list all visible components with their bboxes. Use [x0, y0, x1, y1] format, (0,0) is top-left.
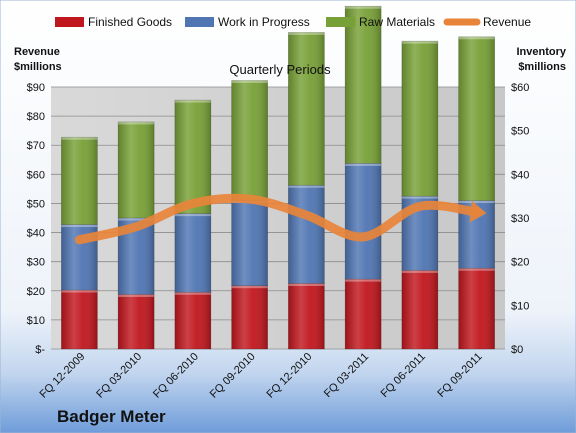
- legend-label-work-in-progress: Work in Progress: [218, 15, 310, 29]
- bar-raw-materials-fq-03-2011-shading: [345, 6, 382, 164]
- legend: Finished Goods Work in Progress Raw Mate…: [55, 15, 531, 29]
- bar-finished-goods-fq-03-2010-top-highlight: [118, 294, 155, 297]
- left-tick-label: $10: [27, 315, 45, 327]
- left-tick-label: $30: [27, 257, 45, 269]
- bar-work-in-progress-fq-03-2011-shading: [345, 163, 382, 280]
- company-name: Badger Meter: [57, 407, 166, 426]
- bar-finished-goods-fq-06-2010-top-highlight: [174, 292, 211, 295]
- bar-raw-materials-fq-12-2009-shading: [61, 137, 98, 225]
- bar-finished-goods-fq-12-2009-shading: [61, 290, 98, 349]
- legend-label-raw-materials: Raw Materials: [359, 15, 435, 29]
- bar-finished-goods-fq-06-2011-shading: [401, 270, 438, 349]
- bar-work-in-progress-fq-03-2010-top-highlight: [118, 218, 155, 221]
- left-tick-label: $90: [27, 82, 45, 94]
- bar-raw-materials-fq-06-2010-shading: [174, 100, 211, 214]
- bar-work-in-progress-fq-06-2011-top-highlight: [401, 196, 438, 199]
- bars-layer: [61, 5, 495, 350]
- bar-finished-goods-fq-12-2009-top-highlight: [61, 290, 98, 293]
- bar-finished-goods-fq-03-2011-shading: [345, 279, 382, 349]
- bar-work-in-progress-fq-12-2010-shading: [288, 185, 325, 284]
- bar-finished-goods-fq-03-2011-top-highlight: [345, 279, 382, 282]
- legend-label-revenue: Revenue: [483, 15, 531, 29]
- left-tick-label: $40: [27, 228, 45, 240]
- bar-raw-materials-fq-12-2009-top-highlight: [61, 137, 98, 140]
- bar-work-in-progress-fq-09-2011-top-highlight: [458, 200, 495, 204]
- bar-raw-materials-fq-09-2010-shading: [231, 80, 268, 201]
- right-tick-label: $30: [511, 213, 529, 225]
- bar-work-in-progress-fq-12-2009-top-highlight: [61, 224, 98, 228]
- right-tick-label: $50: [511, 126, 529, 138]
- bar-finished-goods-fq-12-2010-shading: [288, 283, 325, 349]
- bar-raw-materials-fq-09-2010-top-highlight: [231, 80, 268, 83]
- right-tick-label: $10: [511, 300, 529, 312]
- bar-raw-materials-fq-06-2011-top-highlight: [401, 41, 438, 44]
- bar-finished-goods-fq-09-2011-top-highlight: [458, 268, 495, 271]
- bar-raw-materials-fq-09-2011-shading: [458, 36, 495, 201]
- bar-work-in-progress-fq-12-2010-top-highlight: [288, 185, 325, 188]
- legend-label-finished-goods: Finished Goods: [88, 15, 172, 29]
- legend-swatch-raw-materials: [326, 17, 355, 27]
- bar-raw-materials-fq-06-2011-shading: [401, 41, 438, 197]
- right-tick-label: $60: [511, 82, 529, 94]
- right-axis-ticks: $0 $10 $20 $30 $40 $50 $60: [511, 82, 529, 356]
- chart-title: Quarterly Periods: [229, 62, 331, 77]
- bar-finished-goods-fq-06-2010-shading: [174, 292, 211, 349]
- right-tick-label: $40: [511, 169, 529, 181]
- bar-finished-goods-fq-09-2011-shading: [458, 268, 495, 349]
- bar-finished-goods-fq-09-2010-top-highlight: [231, 285, 268, 289]
- bar-work-in-progress-fq-03-2011-top-highlight: [345, 163, 382, 166]
- bar-raw-materials-fq-03-2010-shading: [118, 121, 155, 218]
- left-tick-label: $20: [27, 286, 45, 298]
- bar-raw-materials-fq-09-2011-top-highlight: [458, 36, 495, 40]
- right-axis-title-line1: Inventory: [516, 46, 566, 58]
- right-tick-label: $0: [511, 344, 523, 356]
- bar-finished-goods-fq-06-2011-top-highlight: [401, 270, 438, 273]
- bar-raw-materials-fq-03-2010-top-highlight: [118, 121, 155, 125]
- bar-work-in-progress-fq-06-2010-top-highlight: [174, 213, 211, 217]
- legend-swatch-finished-goods: [55, 17, 84, 27]
- left-tick-label: $60: [27, 169, 45, 181]
- left-tick-label: $-: [35, 344, 45, 356]
- bar-work-in-progress-fq-06-2010-shading: [174, 213, 211, 293]
- revenue-line: [74, 193, 482, 245]
- right-tick-label: $20: [511, 257, 529, 269]
- bar-raw-materials-fq-06-2010-top-highlight: [174, 100, 211, 103]
- bar-raw-materials-fq-03-2011-top-highlight: [345, 6, 382, 9]
- bar-finished-goods-fq-12-2010-top-highlight: [288, 283, 325, 286]
- bar-raw-materials-fq-12-2010-top-highlight: [288, 32, 325, 35]
- left-axis-title-line2: $millions: [14, 61, 62, 73]
- left-axis-title-line1: Revenue: [14, 46, 60, 58]
- line-layer: [74, 193, 487, 245]
- bar-finished-goods-fq-03-2010-shading: [118, 294, 155, 349]
- legend-swatch-work-in-progress: [185, 17, 214, 27]
- bar-work-in-progress-fq-09-2010-shading: [231, 200, 268, 286]
- left-tick-label: $80: [27, 111, 45, 123]
- left-tick-label: $70: [27, 140, 45, 152]
- bar-finished-goods-fq-09-2010-shading: [231, 285, 268, 349]
- bar-raw-materials-fq-12-2010-shading: [288, 32, 325, 186]
- right-axis-title-line2: $millions: [518, 61, 566, 73]
- left-axis-ticks: $- $10 $20 $30 $40 $50 $60 $70 $80 $90: [27, 82, 46, 356]
- revenue-arrowhead: [469, 200, 487, 223]
- left-tick-label: $50: [27, 198, 45, 210]
